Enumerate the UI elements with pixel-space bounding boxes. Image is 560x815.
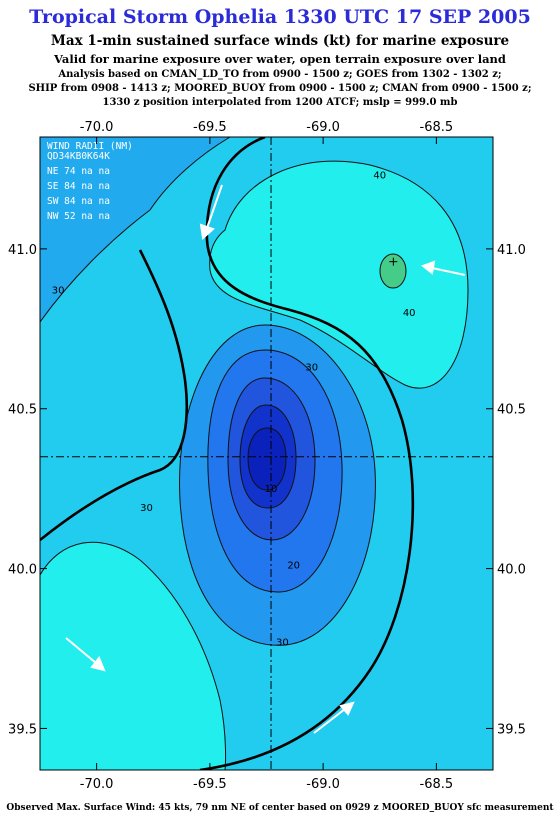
x-tick-label-bottom: -69.5 <box>193 777 227 792</box>
wind-radii-subheader: QD34KB0K64K <box>47 151 110 162</box>
wind-arrows <box>65 184 466 734</box>
contour-labels: 40 40 30 30 30 30 20 10 <box>52 171 416 649</box>
map-title: Tropical Storm Ophelia 1330 UTC 17 SEP 2… <box>29 6 531 28</box>
wind-arrow-head <box>339 701 355 716</box>
storm-center-crosshair <box>40 137 493 770</box>
observed-max-wind: Observed Max. Surface Wind: 45 kts, 79 n… <box>6 803 554 813</box>
contour-label: 30 <box>276 637 289 648</box>
x-tick-label-top: -69.5 <box>193 120 227 135</box>
contour-line-inner-1 <box>179 324 376 646</box>
analysis-line-2: SHIP from 0908 - 1413 z; MOORED_BUOY fro… <box>28 83 532 94</box>
wind-radii-row-nw: NW 52 na na <box>47 211 110 222</box>
wind-field: 40 40 30 30 30 30 20 10 WIND RADII (NM) QD34KB0… <box>40 137 493 770</box>
contour-inner-5 <box>248 428 286 490</box>
contour-line-34kt <box>199 137 415 770</box>
wind-arrow <box>206 184 223 229</box>
contour-line-inner-5 <box>247 427 287 491</box>
contour-label: 40 <box>373 171 386 182</box>
contour-40-area <box>209 161 468 389</box>
contour-line-lower-left <box>40 541 227 770</box>
y-tick-label-left: 40.5 <box>8 403 37 418</box>
analysis-line-1: Analysis based on CMAN_LD_TO from 0900 -… <box>58 69 502 80</box>
wind-arrow <box>65 637 97 664</box>
wind-radii-row-se: SE 84 na na <box>47 181 110 192</box>
contour-label: 20 <box>287 561 300 572</box>
y-tick-label-right: 40.0 <box>497 563 526 578</box>
analysis-line-3: 1330 z position interpolated from 1200 A… <box>102 97 458 108</box>
contour-line-30 <box>40 137 231 323</box>
contour-label: 30 <box>52 286 65 297</box>
wind-arrow-head <box>199 223 215 240</box>
map-axes: -70.0 -70.0 -69.5 -69.5 -69.0 -69.0 -68.5 -68.5… <box>8 120 526 792</box>
x-tick-label-bottom: -69.0 <box>306 777 340 792</box>
wind-arrow-head <box>90 656 106 672</box>
wind-arrow <box>431 267 466 276</box>
wind-max-area <box>380 254 406 288</box>
wind-max-marker <box>389 257 398 266</box>
contour-label: 30 <box>305 362 318 373</box>
wind-radii-row-sw: SW 84 na na <box>47 196 110 207</box>
wind-radii-header: WIND RADII (NM) <box>47 141 133 152</box>
wind-arrow-head <box>420 260 436 275</box>
map-subtitle-2: Valid for marine exposure over water, op… <box>54 52 506 66</box>
x-tick-label-top: -68.5 <box>420 120 454 135</box>
wind-radii-row-ne: NE 74 na na <box>47 166 110 177</box>
plot-frame <box>39 136 494 771</box>
x-tick-label-bottom: -70.0 <box>80 777 114 792</box>
contour-label: 30 <box>140 503 153 514</box>
lower-left-40-area <box>40 542 226 770</box>
contour-label: 40 <box>403 308 416 319</box>
x-tick-label-top: -70.0 <box>80 120 114 135</box>
x-tick-label-top: -69.0 <box>306 120 340 135</box>
x-tick-label-bottom: -68.5 <box>420 777 454 792</box>
contour-label: 10 <box>265 484 278 495</box>
wind-radii-table: WIND RADII (NM) QD34KB0K64K NE 74 na na … <box>47 141 133 222</box>
map-subtitle: Max 1-min sustained surface winds (kt) f… <box>50 33 510 49</box>
y-tick-label-left: 40.0 <box>8 563 37 578</box>
y-tick-label-right: 40.5 <box>497 403 526 418</box>
wind-max-outline <box>379 253 407 289</box>
contour-line-40 <box>209 160 469 389</box>
y-tick-label-right: 39.5 <box>497 722 526 737</box>
y-tick-label-left: 39.5 <box>8 722 37 737</box>
contour-line-inner-3 <box>227 377 316 541</box>
wind-arrow <box>313 708 346 734</box>
contour-line-inner-2 <box>207 349 343 593</box>
y-tick-label-right: 41.0 <box>497 243 526 258</box>
y-tick-label-left: 41.0 <box>8 243 37 258</box>
contour-line-inner-4 <box>239 404 297 509</box>
